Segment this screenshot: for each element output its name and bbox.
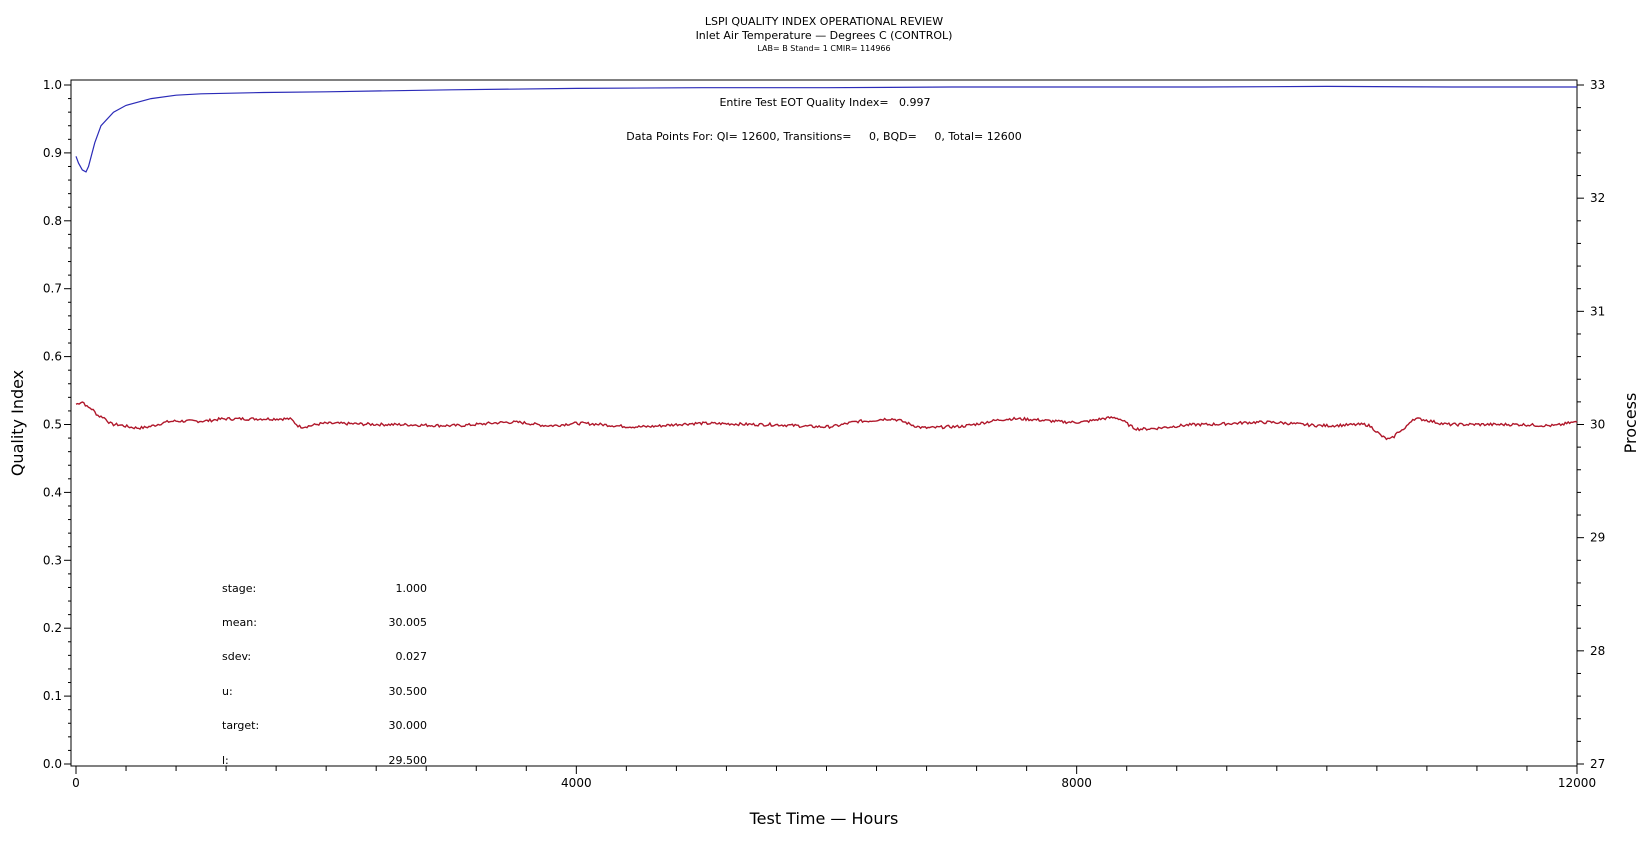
y-axis-label: Quality Index — [8, 370, 27, 476]
stat-value-stage: 1.000 — [396, 582, 428, 595]
eot-quality-index: Entire Test EOT Quality Index= 0.997 — [719, 96, 930, 109]
stat-label-lower: l: — [222, 754, 229, 767]
chart-lab-line: LAB= B Stand= 1 CMIR= 114966 — [757, 44, 890, 53]
y-tick-label: 0.3 — [43, 553, 62, 567]
y-tick-label: 0.9 — [43, 146, 62, 160]
stats-block: stage: 1.000 mean: 30.005 sdev: 0.027 u:… — [222, 582, 427, 767]
stat-label-sdev: sdev: — [222, 650, 251, 663]
y-tick-label: 0.4 — [43, 485, 62, 499]
x-tick-label: 12000 — [1558, 776, 1596, 790]
y2-axis-label: Process — [1621, 393, 1640, 454]
stat-label-stage: stage: — [222, 582, 256, 595]
y2-tick-label: 27 — [1590, 757, 1605, 771]
x-tick-label: 4000 — [561, 776, 592, 790]
chart-title: LSPI QUALITY INDEX OPERATIONAL REVIEW — [705, 15, 943, 28]
stat-label-upper: u: — [222, 685, 233, 698]
data-points-summary: Data Points For: QI= 12600, Transitions=… — [626, 130, 1021, 143]
y2-tick-label: 30 — [1590, 418, 1605, 432]
chart-subtitle: Inlet Air Temperature — Degrees C (CONTR… — [696, 29, 953, 42]
y-tick-label: 0.8 — [43, 214, 62, 228]
y2-tick-label: 32 — [1590, 191, 1605, 205]
stat-value-lower: 29.500 — [389, 754, 428, 767]
y2-tick-label: 33 — [1590, 78, 1605, 92]
process-line — [75, 401, 1578, 441]
tick-layer: 0.0 0.1 0.2 0.3 0.4 0.5 0.6 0.7 0.8 0.9 1.0 27 28 29 3… — [43, 78, 1605, 790]
x-tick-label: 8000 — [1061, 776, 1092, 790]
y-tick-label: 0.6 — [43, 350, 62, 364]
plot-frame — [70, 79, 1578, 767]
y-tick-label: 1.0 — [43, 78, 62, 92]
y-tick-label: 0.7 — [43, 282, 62, 296]
y-tick-label: 0.2 — [43, 621, 62, 635]
y-tick-label: 0.1 — [43, 689, 62, 703]
y-tick-label: 0.5 — [43, 418, 62, 432]
quality-index-line — [75, 85, 1577, 173]
y2-tick-label: 28 — [1590, 644, 1605, 658]
stat-value-sdev: 0.027 — [396, 650, 428, 663]
stat-value-mean: 30.005 — [389, 616, 428, 629]
stat-label-mean: mean: — [222, 616, 257, 629]
y2-tick-label: 31 — [1590, 304, 1605, 318]
y2-tick-label: 29 — [1590, 531, 1605, 545]
stat-label-target: target: — [222, 719, 259, 732]
y-tick-label: 0.0 — [43, 757, 62, 771]
stat-value-target: 30.000 — [389, 719, 428, 732]
x-tick-label: 0 — [72, 776, 80, 790]
stat-value-upper: 30.500 — [389, 685, 428, 698]
x-axis-label: Test Time — Hours — [749, 809, 899, 828]
